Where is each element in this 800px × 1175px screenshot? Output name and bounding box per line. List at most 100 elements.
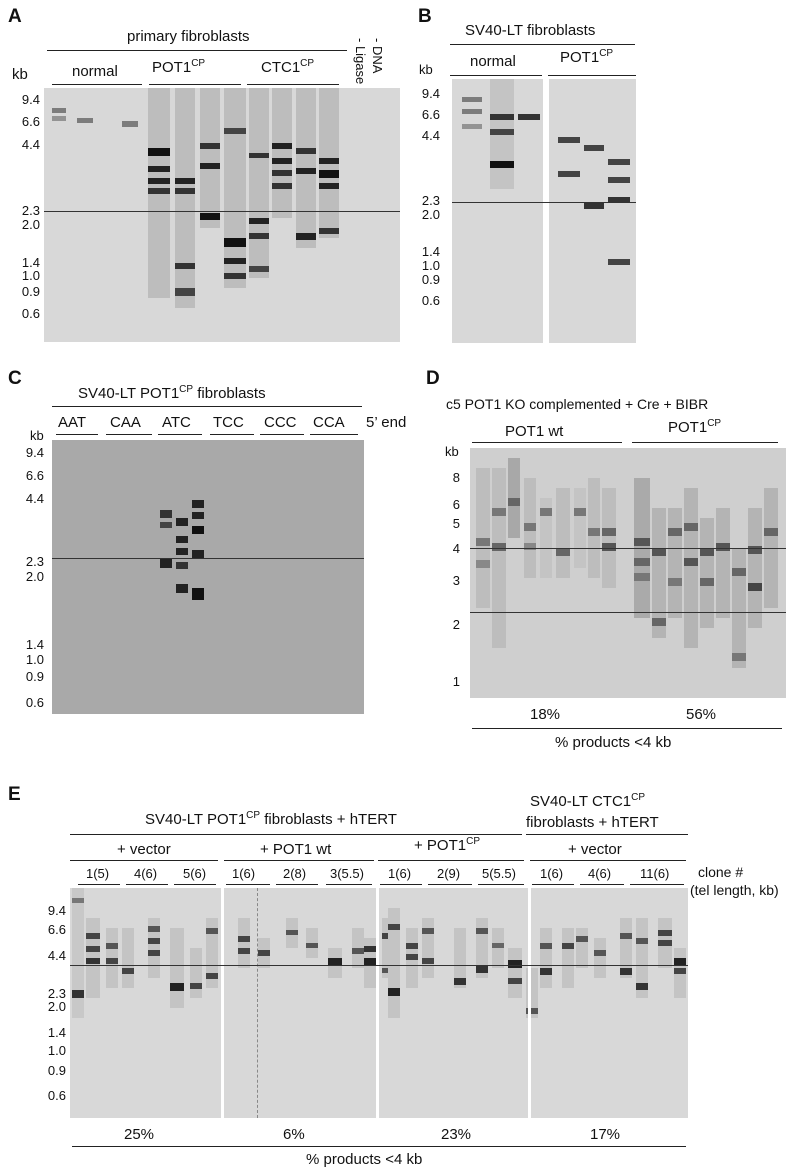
panel-c-marker: 4.4 (25, 491, 44, 506)
panel-a-group-ctc1cp: CTC1CP (261, 58, 315, 76)
panel-c-marker: 6.6 (25, 468, 44, 483)
panel-b-group-pot1cp: POT1CP (560, 48, 614, 66)
panel-e-marker: 0.6 (47, 1088, 66, 1103)
panel-c-end-rule (310, 434, 358, 435)
panel-a-marker: 1.4 (21, 255, 40, 270)
panel-c-label: C (8, 368, 22, 389)
panel-c-end-rule (210, 434, 254, 435)
panel-e-condition-rule (530, 860, 686, 861)
panel-c-end-1: CAA (110, 414, 141, 431)
panel-e-marker: 1.4 (47, 1025, 66, 1040)
panel-c-marker: 1.0 (25, 652, 44, 667)
panel-e-condition-vector: + vector (117, 841, 171, 858)
panel-e-marker: 0.9 (47, 1063, 66, 1078)
panel-e-clone: 11(6) (640, 866, 670, 881)
panel-a-group-title: primary fibroblasts (127, 28, 250, 45)
panel-e-condition-pot1cp: + POT1CP (414, 836, 481, 854)
panel-e-clone-rule (380, 884, 422, 885)
panel-a-marker: 6.6 (21, 114, 40, 129)
panel-e-clone-rule (174, 884, 216, 885)
panel-d-group-wt: POT1 wt (505, 423, 564, 440)
panel-c-title-rule (52, 406, 362, 407)
panel-e-clone-header: clone # (698, 864, 744, 880)
panel-e-clone-rule (226, 884, 270, 885)
panel-e-clone: 2(9) (437, 866, 461, 881)
panel-c-end-0: AAT (58, 414, 87, 431)
panel-b-pot1cp-rule (548, 75, 636, 76)
panel-d-kb-label: kb (445, 444, 459, 459)
panel-c-marker: 9.4 (25, 445, 44, 460)
panel-a-group-normal: normal (72, 63, 118, 80)
panel-d-percent-wt: 18% (530, 706, 561, 723)
panel-a-marker: 0.9 (21, 284, 40, 299)
panel-e-gel-divider (528, 888, 531, 1118)
panel-a-group-pot1cp: POT1CP (152, 58, 206, 76)
panel-e-label: E (8, 784, 21, 805)
panel-d-marker: 1 (452, 674, 460, 689)
panel-e-marker: 1.0 (47, 1043, 66, 1058)
panel-a-gel (44, 88, 400, 342)
panel-e-clone-subheader: (tel length, kb) (690, 882, 779, 898)
panel-e-clone-rule (580, 884, 624, 885)
panel-e-condition-pot1wt: + POT1 wt (260, 841, 332, 858)
panel-c-kb-label: kb (30, 428, 44, 443)
panel-e-clone: 2(8) (283, 866, 307, 881)
panel-b-marker: 1.0 (421, 258, 440, 273)
panel-a-title-rule (47, 50, 347, 51)
panel-e-clone: 1(6) (388, 866, 412, 881)
panel-e-gel-divider (376, 888, 379, 1118)
panel-e-clone-rule (276, 884, 318, 885)
panel-c-end-rule (260, 434, 304, 435)
panel-b-normal-rule (450, 75, 542, 76)
panel-e-marker: 6.6 (47, 922, 66, 937)
panel-e-footer: % products <4 kb (306, 1151, 423, 1168)
panel-e-clone: 4(6) (134, 866, 158, 881)
panel-a-label: A (8, 6, 22, 27)
panel-e-clone: 1(5) (86, 866, 110, 881)
panel-e-clone-rule (78, 884, 120, 885)
panel-b-cutoff-line (452, 202, 636, 203)
panel-a-marker: 9.4 (21, 92, 40, 107)
panel-d-wt-rule (472, 442, 622, 443)
panel-d-marker: 6 (452, 497, 460, 512)
panel-c-end-rule (106, 434, 152, 435)
panel-e-clone-rule (532, 884, 574, 885)
panel-c-end-5: CCA (313, 414, 345, 431)
panel-d-percent-cp: 56% (686, 706, 717, 723)
panel-d-2kb-line (470, 612, 786, 613)
panel-b-group-title: SV40-LT fibroblasts (465, 22, 596, 39)
panel-d-label: D (426, 368, 440, 389)
panel-b-lane-gap (543, 79, 549, 343)
panel-e-marker: 2.0 (47, 999, 66, 1014)
panel-d-footer: % products <4 kb (555, 734, 672, 751)
panel-c-marker: 0.9 (25, 669, 44, 684)
panel-c-marker: 1.4 (25, 637, 44, 652)
panel-c-marker: 0.6 (25, 695, 44, 710)
panel-d-cp-rule (632, 442, 778, 443)
panel-e-clone: 1(6) (540, 866, 564, 881)
panel-b-marker: 1.4 (421, 244, 440, 259)
panel-e-clone-rule (478, 884, 524, 885)
panel-c-end-label: 5’ end (366, 414, 407, 431)
panel-e-condition-rule (70, 860, 218, 861)
panel-e-title-left-rule (70, 834, 522, 835)
panel-b-title-rule (450, 44, 635, 45)
panel-c-end-2: ATC (162, 414, 191, 431)
panel-a-normal-rule (52, 84, 142, 85)
panel-e-marker: 9.4 (47, 903, 66, 918)
panel-e-clone: 5(5.5) (482, 866, 516, 881)
panel-c-gel (52, 440, 364, 714)
panel-a-control-ligase: - Ligase (353, 38, 368, 85)
panel-b-marker: 9.4 (421, 86, 440, 101)
panel-b-marker: 0.6 (421, 293, 440, 308)
panel-a-marker: 0.6 (21, 306, 40, 321)
panel-e-marker: 4.4 (47, 948, 66, 963)
panel-a-pot1cp-rule (149, 84, 241, 85)
panel-e-dashed-divider (257, 888, 258, 1118)
panel-e-clone-rule (428, 884, 472, 885)
panel-e-condition-rule (378, 860, 524, 861)
panel-c-end-rule (56, 434, 98, 435)
panel-a-ctc1cp-rule (247, 84, 339, 85)
panel-e-bands (72, 888, 686, 1018)
panel-e-cutoff-line (70, 965, 688, 966)
